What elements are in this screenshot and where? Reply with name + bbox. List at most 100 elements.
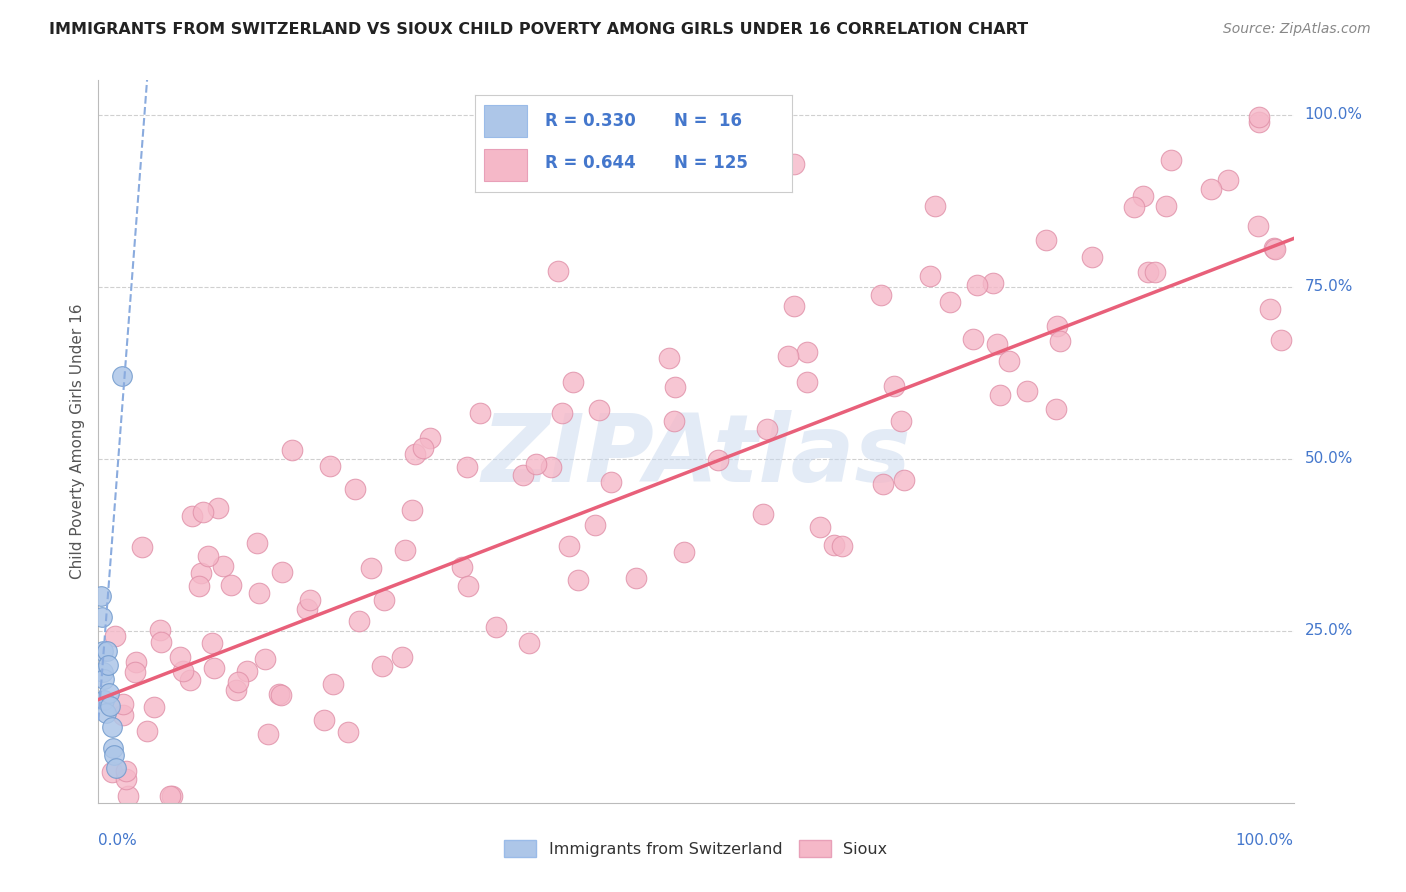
Point [267,687,290,701]
Point [1263,240,1285,254]
Point [111,369,134,384]
Point [295,602,318,616]
Point [235,665,257,679]
Point [298,593,321,607]
Point [193,504,215,518]
Point [90,590,112,604]
Point [404,447,426,461]
Point [103,747,125,762]
Point [131,540,153,554]
Point [211,558,233,573]
Point [567,574,589,588]
Point [202,661,225,675]
Point [558,539,581,553]
Point [169,650,191,665]
Point [219,578,242,592]
Text: 75.0%: 75.0% [1305,279,1353,294]
Point [883,379,905,393]
Point [281,442,304,457]
Text: 25.0%: 25.0% [1305,624,1353,639]
Point [419,431,441,445]
Point [672,545,695,559]
Point [1136,265,1159,279]
Point [783,157,806,171]
Point [1216,173,1239,187]
Point [91,665,114,679]
Point [104,629,127,643]
Point [321,677,343,691]
Point [180,509,202,524]
Point [831,539,853,553]
Point [344,483,367,497]
Point [512,467,534,482]
Point [588,402,610,417]
Point [457,579,479,593]
Point [98,686,121,700]
Point [188,579,211,593]
Point [540,460,562,475]
Point [986,336,1008,351]
Point [1160,153,1182,167]
Point [988,388,1011,402]
Point [114,772,136,786]
Point [94,706,117,721]
Point [600,475,623,489]
Point [1046,319,1069,334]
Point [97,658,120,673]
Point [93,692,115,706]
Point [319,458,342,473]
Point [808,520,831,534]
Point [1045,401,1067,416]
Point [1154,199,1177,213]
Point [159,789,181,803]
Point [105,761,128,775]
Point [370,659,392,673]
Point [998,354,1021,368]
Point [112,707,135,722]
Point [890,414,912,428]
Point [962,332,984,346]
Point [100,720,122,734]
Point [1081,250,1104,264]
Point [93,672,115,686]
Point [256,727,278,741]
Point [160,789,183,803]
Legend: Immigrants from Switzerland, Sioux: Immigrants from Switzerland, Sioux [498,834,894,863]
Point [225,683,247,698]
Point [98,699,122,714]
Point [450,559,472,574]
Point [966,278,988,293]
Point [179,673,201,687]
Point [872,477,894,491]
Text: 100.0%: 100.0% [1236,833,1294,848]
Point [143,699,166,714]
Point [135,724,157,739]
Text: IMMIGRANTS FROM SWITZERLAND VS SIOUX CHILD POVERTY AMONG GIRLS UNDER 16 CORRELAT: IMMIGRANTS FROM SWITZERLAND VS SIOUX CHI… [49,22,1028,37]
Point [249,586,271,600]
Point [485,619,508,633]
Point [624,572,647,586]
Point [1035,234,1057,248]
Point [1260,302,1282,317]
Point [149,635,172,649]
Point [1249,115,1271,129]
Point [823,538,845,552]
Point [796,345,818,359]
Point [246,536,269,550]
Point [1247,219,1270,234]
Point [337,725,360,739]
Point [664,380,686,394]
Point [585,517,607,532]
Point [101,764,124,779]
Text: 100.0%: 100.0% [1305,107,1362,122]
Point [547,264,569,278]
Text: 0.0%: 0.0% [98,833,138,848]
Point [347,614,370,628]
Point [1270,333,1292,347]
Point [401,503,423,517]
Point [870,287,893,301]
Point [893,473,915,487]
Point [551,406,574,420]
Y-axis label: Child Poverty Among Girls Under 16: Child Poverty Among Girls Under 16 [69,304,84,579]
Point [658,351,681,365]
